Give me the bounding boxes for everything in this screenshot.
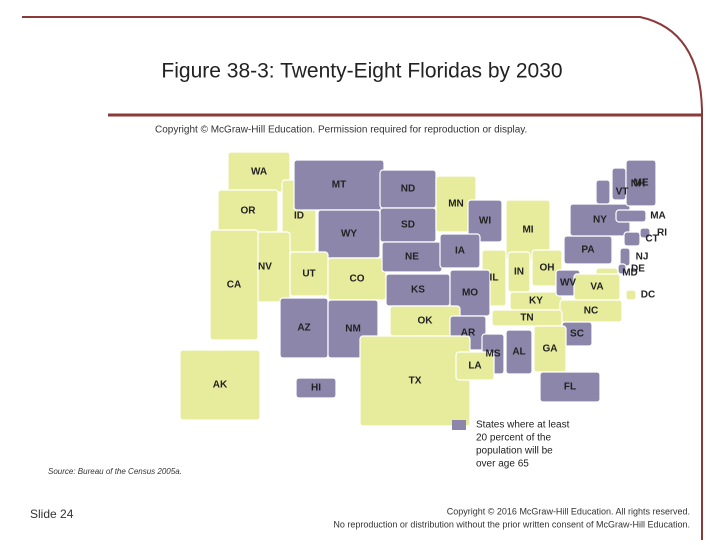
- state: [531, 249, 563, 287]
- slide-frame: [22, 16, 703, 540]
- slide-title: Figure 38-3: Twenty-Eight Floridas by 20…: [161, 60, 562, 83]
- state-label: CO: [350, 274, 365, 285]
- state-label: AR: [461, 328, 476, 339]
- footer-line: No reproduction or distribution without …: [333, 519, 690, 529]
- state: [295, 377, 337, 399]
- legend-text: States where at least: [476, 420, 570, 431]
- state: [209, 229, 259, 341]
- slide-number: Slide 24: [30, 507, 74, 521]
- state-label: MT: [332, 180, 346, 191]
- state-label: SC: [570, 329, 584, 340]
- state-label: NC: [584, 306, 598, 317]
- state: [505, 329, 533, 375]
- state-label: NM: [345, 324, 361, 335]
- state-label: NH: [631, 179, 645, 190]
- state-label: KS: [411, 285, 425, 296]
- state-label: AL: [512, 347, 525, 358]
- map-copyright: Copyright © McGraw-Hill Education. Permi…: [155, 125, 527, 136]
- state-label: CT: [645, 234, 658, 245]
- state-label: ID: [294, 211, 304, 222]
- state-label: TN: [520, 313, 533, 324]
- state: [619, 247, 631, 267]
- state: [439, 233, 481, 269]
- state: [491, 309, 563, 327]
- state-label: OK: [418, 316, 434, 327]
- state: [539, 371, 601, 403]
- state-label: KY: [529, 296, 543, 307]
- map-source: Source: Bureau of the Census 2005a.: [48, 467, 182, 476]
- state: [359, 335, 471, 427]
- state-label: MD: [622, 268, 638, 279]
- state-label: LA: [468, 361, 481, 372]
- legend-text: over age 65: [476, 459, 529, 470]
- state: [595, 179, 611, 205]
- legend-text: population will be: [476, 446, 553, 457]
- state-label: RI: [657, 228, 667, 239]
- legend-swatch: [452, 420, 466, 430]
- state-label: ND: [401, 184, 415, 195]
- state-label: MN: [448, 199, 464, 210]
- state-label: IN: [514, 267, 524, 278]
- state-label: DE: [631, 264, 645, 275]
- footer-line: Copyright © 2016 McGraw-Hill Education. …: [447, 506, 690, 516]
- state-label: VT: [616, 187, 629, 198]
- state-label: CA: [227, 280, 241, 291]
- state-label: MI: [522, 225, 533, 236]
- state-label: WI: [479, 216, 491, 227]
- state-label: HI: [311, 383, 321, 394]
- state-label: DC: [641, 290, 655, 301]
- state-label: VA: [590, 282, 603, 293]
- state-label: NV: [258, 262, 272, 273]
- state-label: WA: [251, 167, 267, 178]
- state-label: MS: [486, 349, 501, 360]
- state-label: ME: [634, 178, 649, 189]
- state: [615, 209, 647, 223]
- state-label: TX: [409, 376, 422, 387]
- state-label: OH: [540, 263, 555, 274]
- state-label: IL: [490, 273, 499, 284]
- state-label: FL: [564, 382, 576, 393]
- map: WA OR ID MT ND SD WY MN WI MI NV UT CO NE IA IL IN OH PA NY…: [179, 151, 667, 470]
- state: [467, 199, 503, 243]
- state-label: OR: [241, 206, 257, 217]
- state-label: WV: [560, 278, 576, 289]
- state-label: NE: [405, 252, 419, 263]
- state-label: WY: [341, 229, 357, 240]
- state-label: IA: [455, 246, 465, 257]
- state-label: NY: [593, 215, 607, 226]
- legend-text: 20 percent of the: [476, 433, 551, 444]
- state-label: UT: [302, 269, 315, 280]
- state: [179, 349, 261, 421]
- state-label: GA: [543, 344, 558, 355]
- state-label: AK: [213, 380, 228, 391]
- state-label: AZ: [297, 323, 310, 334]
- state-label: MO: [462, 288, 478, 299]
- state-label: SD: [401, 220, 415, 231]
- state: [455, 351, 495, 381]
- state: [623, 231, 641, 247]
- state-label: MA: [650, 211, 666, 222]
- state-label: NJ: [636, 252, 649, 263]
- state: [625, 159, 657, 207]
- state-label: PA: [581, 245, 594, 256]
- state: [625, 289, 637, 301]
